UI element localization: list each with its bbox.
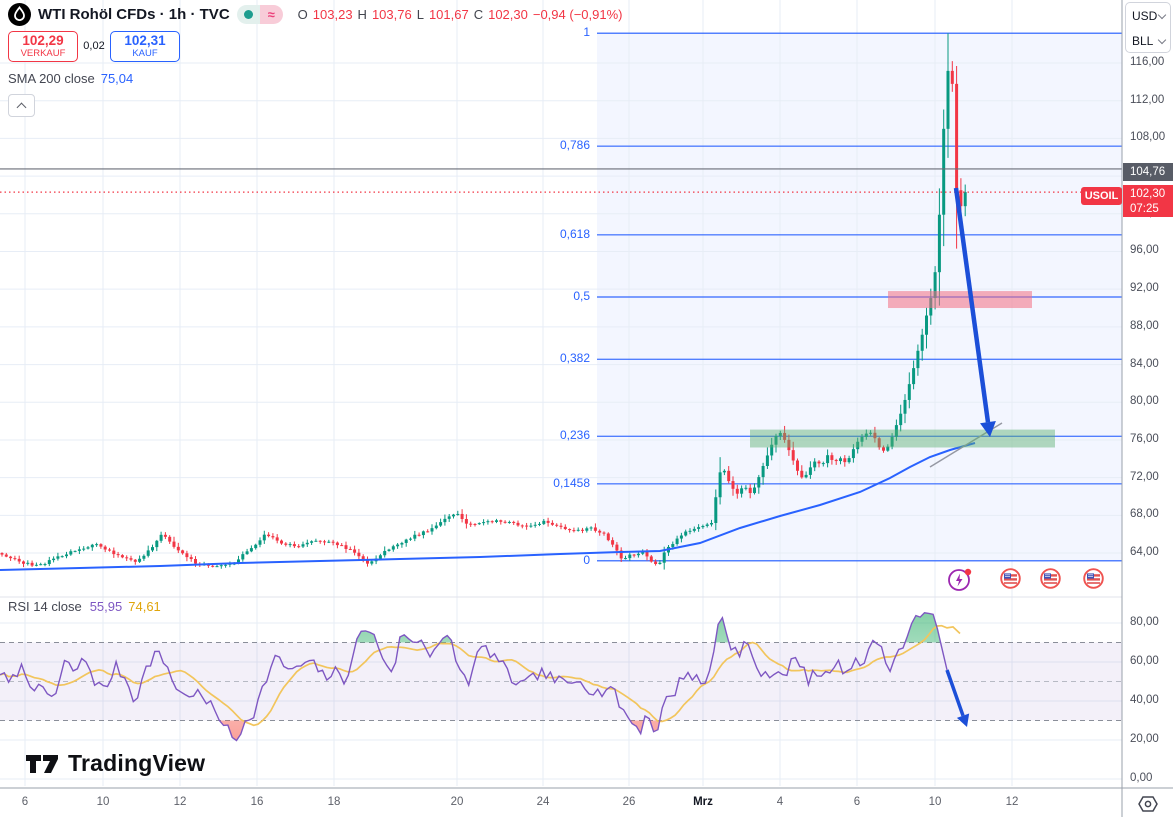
chevron-up-icon (16, 102, 27, 113)
time-axis-label[interactable]: 4 (776, 796, 784, 808)
time-axis-label[interactable]: 6 (853, 796, 861, 808)
time-axis-label[interactable]: 16 (250, 796, 264, 808)
time-axis-label[interactable]: 24 (536, 796, 550, 808)
unit-dropdown[interactable]: BLL (1126, 28, 1170, 53)
ohlc-readout: O 103,23 H 103,76 L 101,67 C 102,30 −0,94 (−… (297, 7, 623, 22)
symbol-title[interactable]: WTI Rohöl CFDs · 1h · TVC (38, 6, 230, 23)
time-axis-label[interactable]: 10 (96, 796, 110, 808)
price-axis-label[interactable]: 80,00 (1130, 395, 1159, 408)
currency-dropdown[interactable]: USD (1126, 3, 1170, 28)
time-axis-label[interactable]: Mrz (693, 796, 713, 808)
fib-level-label[interactable]: 0,786 (559, 138, 590, 153)
fib-level-label[interactable]: 0,618 (559, 226, 590, 241)
fib-level-label[interactable]: 0,382 (559, 351, 590, 366)
price-axis-label[interactable]: 64,00 (1130, 546, 1159, 559)
sma-legend[interactable]: SMA 200 close 75,04 (8, 71, 134, 86)
symbol-header: WTI Rohöl CFDs · 1h · TVC ≈ O 103,23 H 103… (8, 3, 622, 26)
fib-level-label[interactable]: 1 (583, 25, 590, 40)
sell-button[interactable]: 102,29 VERKAUF (8, 31, 78, 62)
price-axis-label[interactable]: 76,00 (1130, 432, 1159, 445)
time-axis-label[interactable]: 10 (928, 796, 942, 808)
price-axis-label[interactable]: 96,00 (1130, 244, 1159, 257)
fib-level-label[interactable]: 0,1458 (553, 475, 590, 490)
time-axis-label[interactable]: 12 (173, 796, 187, 808)
countdown-price-label: 104,76 (1123, 163, 1173, 181)
axis-unit-selector: USD BLL (1125, 2, 1171, 53)
fib-level-label[interactable]: 0,236 (559, 428, 590, 443)
rsi-legend[interactable]: RSI 14 close 55,95 74,61 (8, 599, 161, 614)
fib-level-label[interactable]: 0,5 (573, 289, 590, 303)
approx-data-icon: ≈ (259, 5, 283, 24)
collapse-legend-button[interactable] (8, 94, 35, 117)
market-status-icon[interactable]: ≈ (236, 5, 283, 24)
tradingview-watermark: TradingView (26, 750, 205, 777)
market-open-dot-icon (236, 5, 260, 24)
usd-dropdown-chevron-icon (1157, 10, 1167, 20)
symbol-price-tag: USOIL (1081, 187, 1122, 205)
bll-dropdown-chevron-icon (1157, 35, 1167, 45)
us-flag-event-icon[interactable] (1040, 568, 1061, 589)
spread-value: 0,02 (83, 40, 105, 52)
oil-drop-logo-icon (8, 3, 31, 26)
price-axis-label[interactable]: 72,00 (1130, 470, 1159, 483)
rsi-value: 55,95 (89, 599, 123, 614)
sell-price: 102,29 (22, 33, 64, 49)
buy-price: 102,31 (124, 33, 166, 49)
rsi-axis-label[interactable]: 0,00 (1130, 772, 1153, 784)
time-axis-label[interactable]: 26 (622, 796, 636, 808)
time-axis-label[interactable]: 20 (450, 796, 464, 808)
price-axis-label[interactable]: 116,00 (1130, 56, 1165, 69)
rsi-ma-value: 74,61 (128, 599, 161, 614)
last-price: 102,30 (1130, 188, 1166, 200)
tradingview-logo-icon (26, 754, 58, 773)
fib-level-label[interactable]: 0 (583, 552, 590, 567)
rsi-axis-label[interactable]: 60,00 (1130, 655, 1159, 667)
price-axis-label[interactable]: 92,00 (1130, 282, 1159, 295)
settings-icon[interactable] (1136, 795, 1160, 817)
time-axis-label[interactable]: 18 (327, 796, 341, 808)
bar-countdown: 07:25 (1130, 202, 1159, 215)
price-axis-label[interactable]: 68,00 (1130, 508, 1159, 521)
price-axis-label[interactable]: 88,00 (1130, 319, 1159, 332)
rsi-axis-label[interactable]: 40,00 (1130, 694, 1159, 706)
us-flag-event-icon[interactable] (1000, 568, 1021, 589)
rsi-axis-label[interactable]: 80,00 (1130, 616, 1159, 628)
price-axis-label[interactable]: 112,00 (1130, 93, 1165, 106)
price-axis-label[interactable]: 84,00 (1130, 357, 1159, 370)
last-price-label: 102,30 07:25 (1123, 185, 1173, 217)
buy-button[interactable]: 102,31 KAUF (110, 31, 180, 62)
price-axis-label[interactable]: 108,00 (1130, 131, 1166, 144)
us-flag-event-icon[interactable] (1083, 568, 1104, 589)
change-readout: −0,94 (−0,91%) (532, 7, 623, 22)
time-axis-label[interactable]: 12 (1005, 796, 1019, 808)
rsi-axis-label[interactable]: 20,00 (1130, 733, 1159, 745)
lightning-stream-icon[interactable] (948, 568, 972, 591)
sma-value: 75,04 (100, 71, 134, 86)
time-axis-label[interactable]: 6 (21, 796, 29, 808)
